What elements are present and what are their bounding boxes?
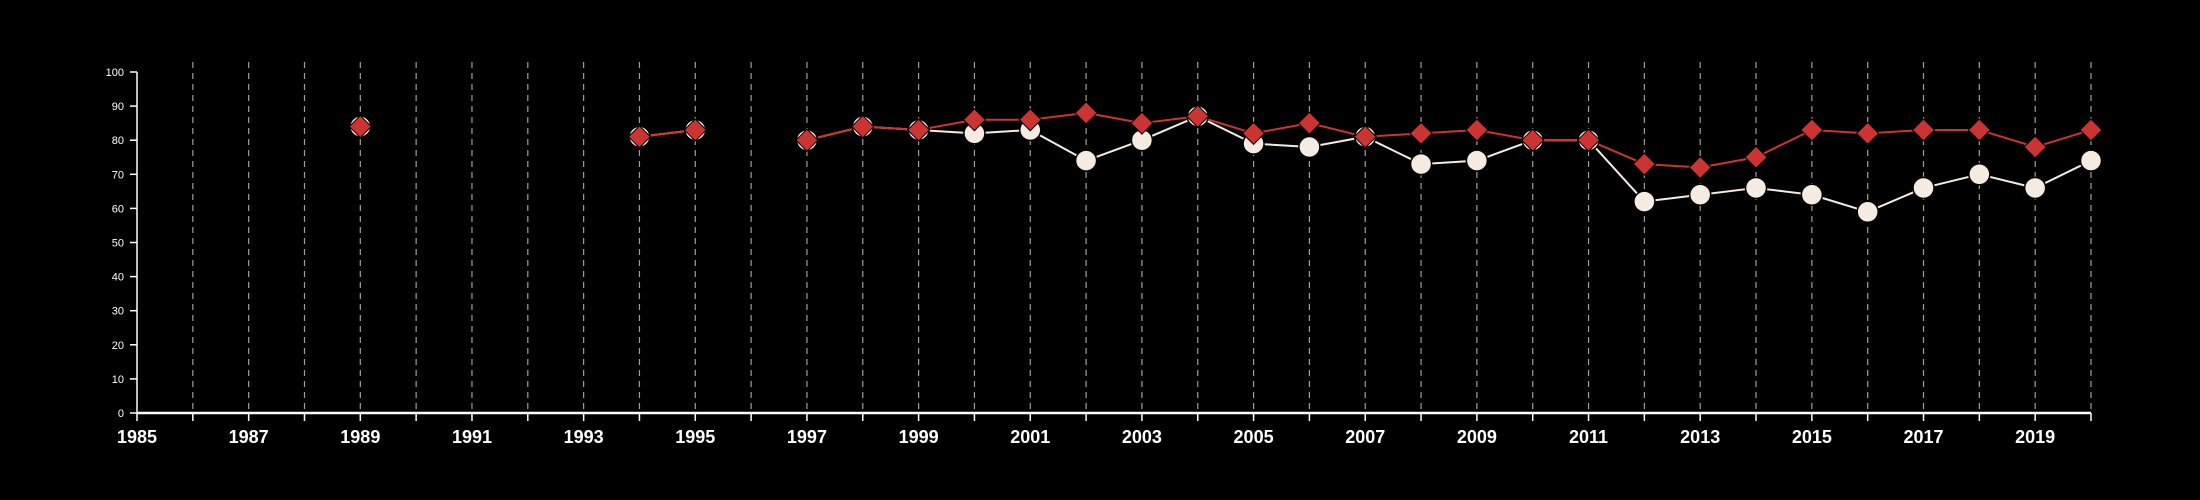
series-0-point-2020 (2079, 118, 2103, 142)
series-0-point-2013 (1688, 155, 1712, 180)
y-tick-label-90: 90 (112, 101, 124, 113)
series-1-point-2019 (2023, 176, 2047, 200)
x-tick-label-1985: 1985 (117, 427, 157, 447)
series-0-point-1994 (627, 125, 652, 149)
series-0-point-2010 (1521, 128, 1545, 152)
x-tick-label-1999: 1999 (899, 427, 939, 447)
y-tick-label-0: 0 (118, 408, 124, 420)
x-tick-label-1993: 1993 (564, 427, 604, 447)
series-1-point-2014 (1744, 176, 1768, 200)
series-0-point-2001 (1018, 108, 1042, 132)
series-0-point-2011 (1576, 128, 1601, 152)
x-tick-label-2011: 2011 (1569, 427, 1608, 447)
series-0-point-2016 (1855, 121, 1880, 146)
y-tick-label-80: 80 (112, 135, 124, 147)
series-1-point-2017 (1912, 176, 1935, 200)
x-tick-label-2009: 2009 (1457, 427, 1497, 447)
series-1-point-2020 (2079, 149, 2103, 172)
x-tick-label-2019: 2019 (2015, 427, 2055, 447)
series-0-point-2008 (1409, 121, 1433, 146)
series-0-point-2002 (1074, 101, 1098, 125)
x-tick-label-1991: 1991 (452, 427, 492, 447)
x-tick-label-1995: 1995 (675, 427, 715, 447)
series-0-segment (1979, 129, 2036, 148)
y-axis-ticks: 0 10 20 30 40 50 60 70 80 90 100 (106, 67, 137, 420)
series-0-point-1995 (683, 118, 707, 142)
x-axis-ticks: 1985 1987 1989 1991 1993 1995 1997 1999 2001 2003… (117, 413, 2092, 447)
series-1-point-2008 (1409, 152, 1433, 176)
y-tick-label-60: 60 (112, 203, 124, 215)
x-tick-label-2005: 2005 (1234, 427, 1274, 447)
series-0-point-2003 (1130, 111, 1154, 135)
series-0-point-2009 (1465, 118, 1489, 142)
series-0-segment (1755, 129, 1813, 159)
series-0-point-2005 (1241, 121, 1266, 146)
series-0-point-2019 (2023, 135, 2047, 159)
series-0-point-1998 (851, 114, 875, 139)
y-tick-label-40: 40 (112, 272, 124, 284)
series-0-point-2000 (962, 108, 987, 132)
x-tick-label-1987: 1987 (229, 427, 269, 447)
series-1-point-2012 (1633, 190, 1656, 213)
x-tick-label-2015: 2015 (1792, 427, 1832, 447)
y-tick-label-30: 30 (112, 306, 124, 318)
series-layer (348, 101, 2103, 224)
y-tick-label-50: 50 (112, 238, 124, 250)
series-0-point-1989 (348, 114, 373, 139)
series-0-point-2017 (1911, 118, 1936, 142)
x-tick-label-2003: 2003 (1122, 427, 1162, 447)
series-1-point-2006 (1298, 135, 1321, 159)
series-0-segment (2034, 129, 2092, 148)
series-0-point-2012 (1632, 152, 1657, 176)
x-tick-label-1989: 1989 (340, 427, 380, 447)
y-tick-label-100: 100 (106, 67, 124, 79)
y-tick-label-70: 70 (112, 169, 124, 181)
series-1-point-2018 (1968, 163, 1991, 186)
series-0-point-2014 (1744, 145, 1768, 169)
axes (136, 72, 2091, 415)
x-tick-label-2007: 2007 (1345, 427, 1385, 447)
series-1-point-2016 (1856, 200, 1879, 224)
series-0-point-2006 (1297, 111, 1322, 135)
x-tick-label-2013: 2013 (1680, 427, 1720, 447)
series-1-point-2013 (1688, 183, 1712, 207)
series-0-point-1997 (795, 128, 819, 152)
series-1-point-2015 (1800, 183, 1824, 207)
y-tick-label-20: 20 (112, 340, 124, 352)
series-0-point-1999 (906, 118, 931, 142)
y-tick-label-10: 10 (112, 374, 124, 386)
series-1-segment (1587, 139, 1646, 203)
x-tick-label-2001: 2001 (1010, 427, 1050, 447)
series-1-point-2002 (1074, 149, 1098, 172)
x-tick-label-1997: 1997 (787, 427, 827, 447)
series-0-point-2018 (1967, 118, 1992, 142)
series-0-point-2004 (1186, 104, 1210, 129)
series-0-point-2015 (1800, 118, 1824, 142)
x-tick-label-2017: 2017 (1903, 427, 1943, 447)
series-1-point-2009 (1465, 149, 1489, 172)
series-0-point-2007 (1353, 125, 1377, 149)
